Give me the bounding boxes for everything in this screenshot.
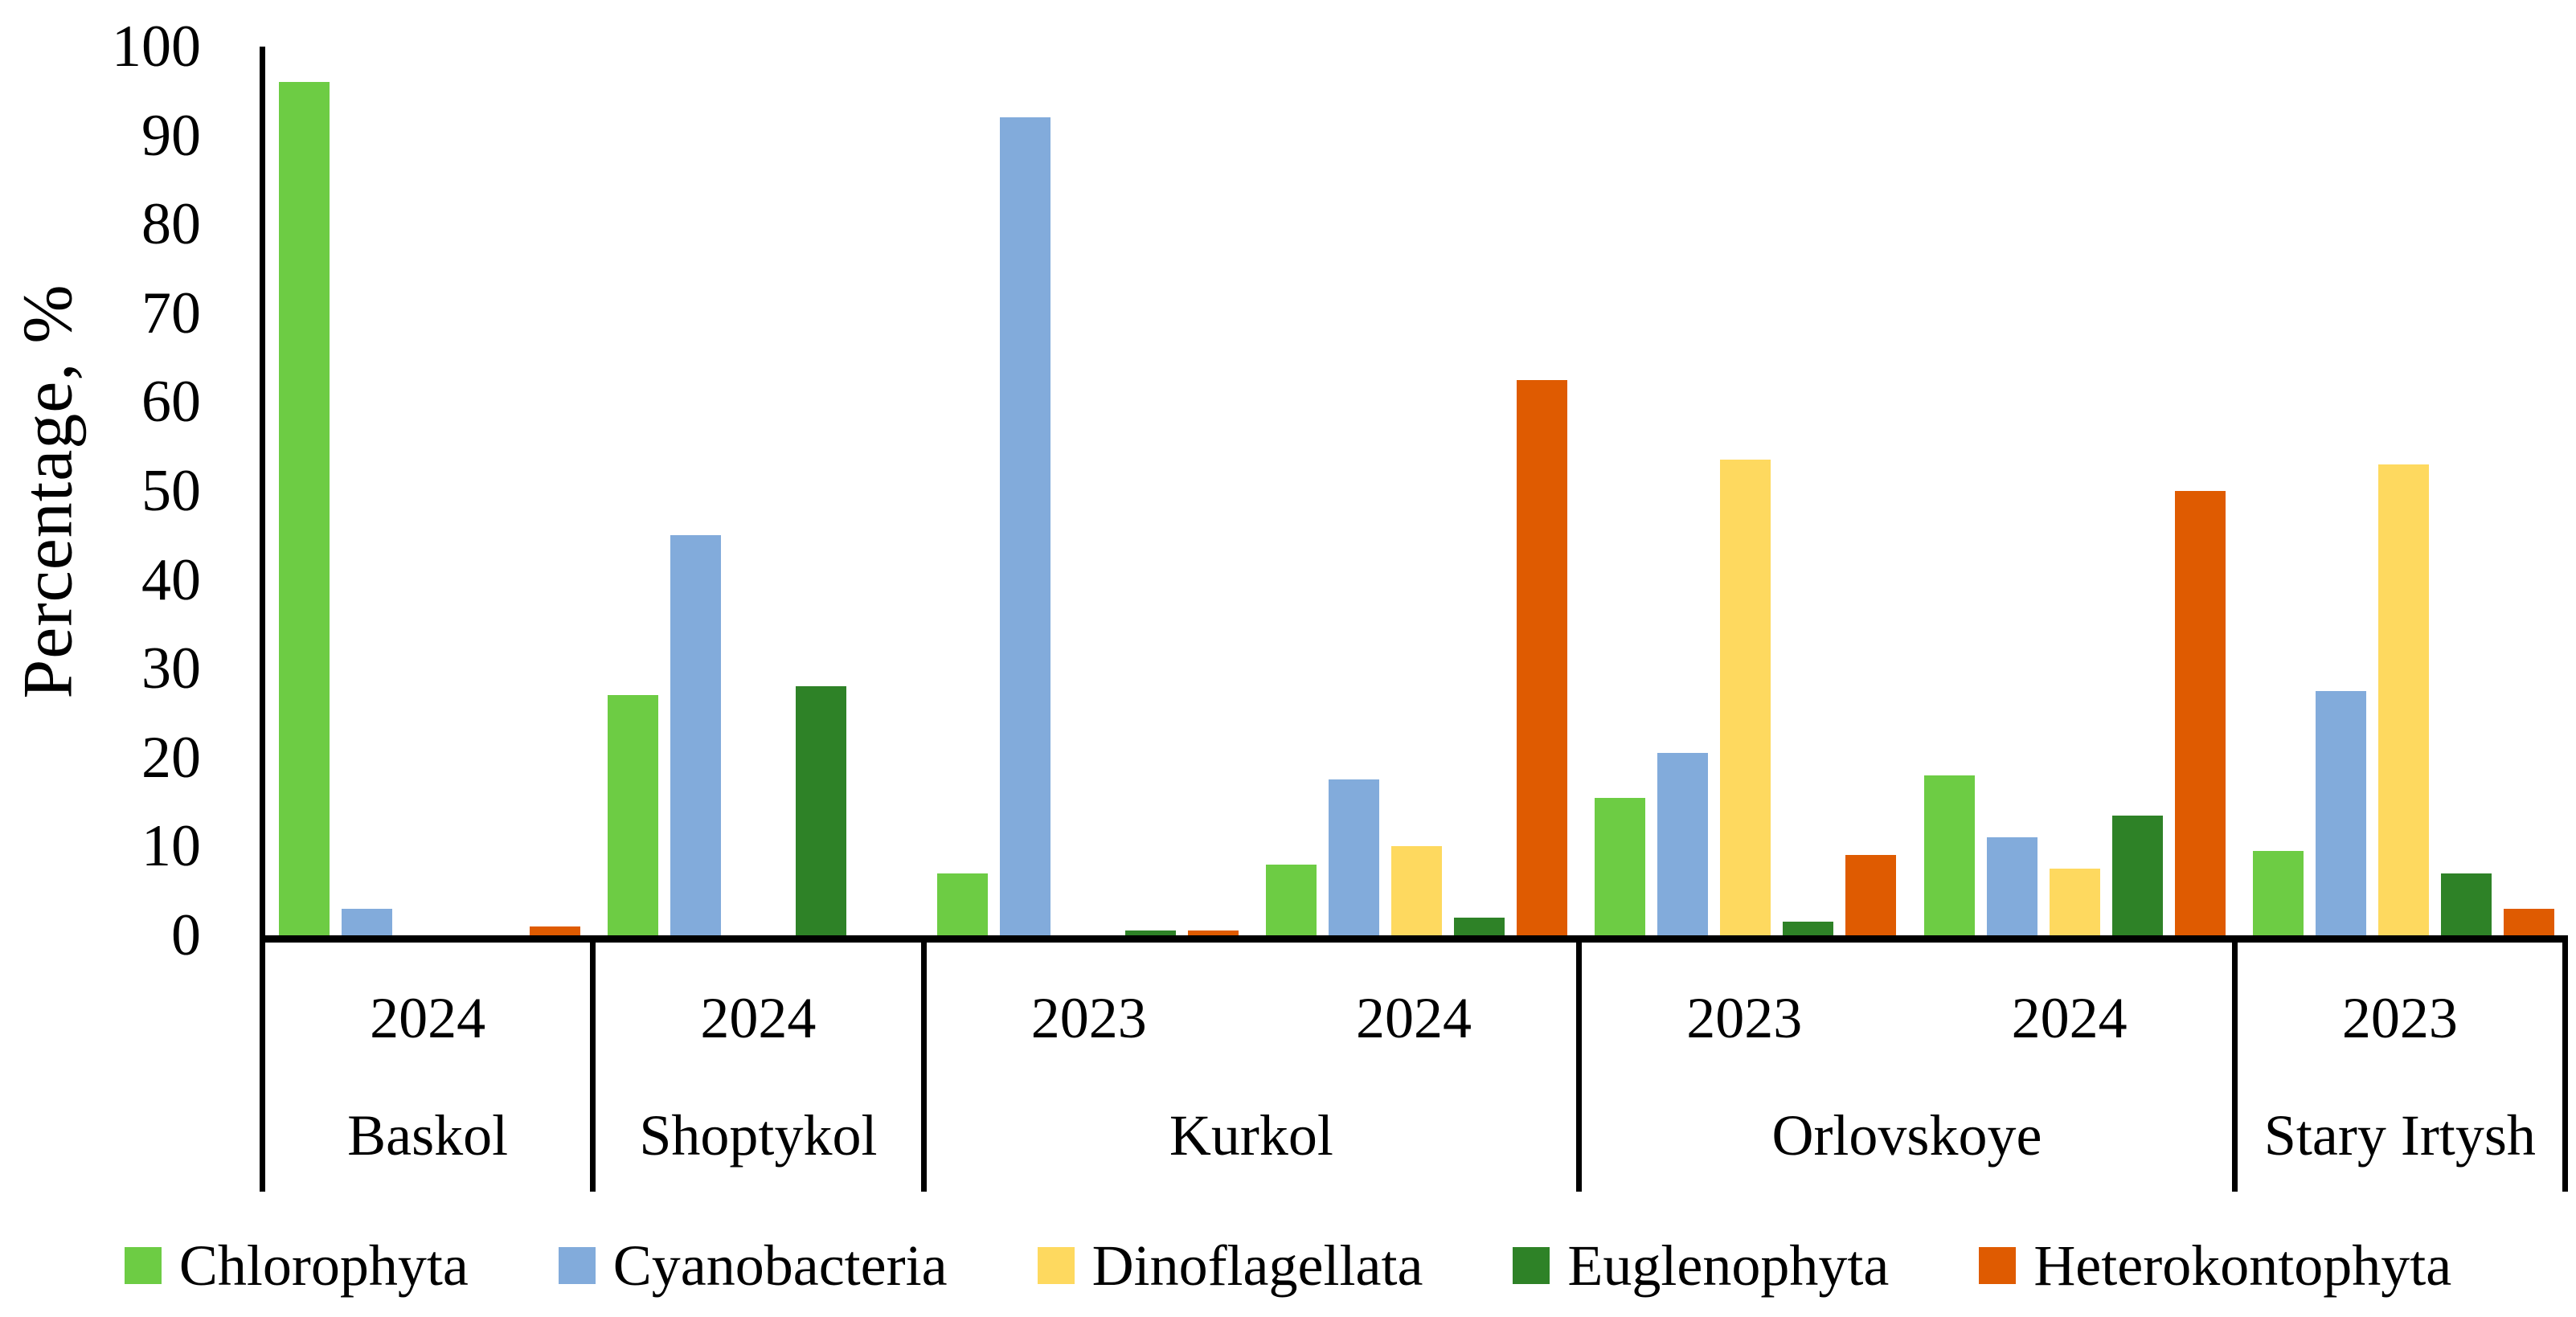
y-axis-title: Percentage, % [0,47,96,935]
section-stary-irtysh: 2023 Stary Irtysh [2231,943,2562,1192]
y-tick-label-10: 10 [141,813,201,880]
y-tick-label-70: 70 [141,280,201,346]
bar-chlorophyta-baskol-2024 [279,82,330,935]
bar-heterokontophyta-orlovskoye-2024 [2174,491,2226,935]
bar-group-stary-irtysh-2023 [2239,47,2568,935]
bar-cyanobacteria-baskol-2024 [342,908,393,935]
legend-item-euglenophyta: Euglenophyta [1513,1233,1889,1299]
bar-group-baskol-2024 [265,47,594,935]
plot-area [260,47,2568,935]
bar-chlorophyta-kurkol-2023 [936,873,988,935]
y-tick-label-20: 20 [141,724,201,791]
legend-label-heterokontophyta: Heterokontophyta [2033,1233,2452,1298]
legend-label-chlorophyta: Chlorophyta [178,1233,469,1298]
bar-chlorophyta-stary-irtysh-2023 [2252,850,2304,935]
bar-chlorophyta-orlovskoye-2023 [1595,797,1646,935]
legend-swatch-euglenophyta [1513,1247,1550,1284]
legend-label-euglenophyta: Euglenophyta [1567,1233,1890,1298]
year-row-kurkol: 2023 2024 [927,943,1577,1079]
section-baskol: 2024 Baskol [265,943,590,1192]
legend-swatch-heterokontophyta [1979,1247,2017,1284]
y-tick-label-100: 100 [112,14,201,80]
bar-euglenophyta-stary-irtysh-2023 [2440,873,2492,935]
legend-item-dinoflagellata: Dinoflagellata [1037,1233,1423,1299]
legend-swatch-dinoflagellata [1037,1247,1075,1284]
y-tick-label-0: 0 [171,902,201,968]
legend-swatch-chlorophyta [124,1247,162,1284]
legend-label-cyanobacteria: Cyanobacteria [612,1233,948,1298]
bar-heterokontophyta-kurkol-2024 [1516,379,1567,935]
lake-label-baskol: Baskol [347,1102,509,1168]
bar-group-kurkol-2023 [924,47,1252,935]
section-shoptykol: 2024 Shoptykol [590,943,920,1192]
lake-label-stary-irtysh: Stary Irtysh [2263,1102,2536,1168]
year-row-orlovskoye: 2023 2024 [1582,943,2232,1079]
bar-chlorophyta-kurkol-2024 [1265,864,1317,935]
legend: Chlorophyta Cyanobacteria Dinoflagellata Eu… [0,1229,2576,1302]
section-orlovskoye: 2023 2024 Orlovskoye [1576,943,2232,1192]
bar-cyanobacteria-orlovskoye-2023 [1657,753,1709,935]
year-label-kurkol-2024: 2024 [1356,985,1472,1050]
legend-item-chlorophyta: Chlorophyta [124,1233,469,1299]
x-axis-line [260,935,2568,943]
bar-group-kurkol-2024 [1252,47,1581,935]
bar-euglenophyta-kurkol-2023 [1124,930,1176,935]
bar-heterokontophyta-orlovskoye-2023 [1845,855,1897,935]
y-tick-label-40: 40 [141,546,201,613]
year-label-orlovskoye-2023: 2023 [1686,985,1803,1050]
year-row-baskol: 2024 [265,943,590,1079]
category-table: 2024 Baskol 2024 Shoptykol 2023 2024 Kurkol 202… [260,943,2568,1192]
bar-group-orlovskoye-2023 [1581,47,1910,935]
bar-chlorophyta-shoptykol-2024 [608,695,659,935]
legend-item-heterokontophyta: Heterokontophyta [1979,1233,2451,1299]
year-label-kurkol-2023: 2023 [1030,985,1147,1050]
y-tick-label-30: 30 [141,636,201,702]
bar-euglenophyta-orlovskoye-2023 [1783,922,1834,935]
year-label-shoptykol-2024: 2024 [700,985,817,1050]
legend-label-dinoflagellata: Dinoflagellata [1091,1233,1423,1298]
bar-dinoflagellata-orlovskoye-2024 [2049,869,2100,935]
year-label-orlovskoye-2024: 2024 [2011,985,2128,1050]
year-label-baskol-2024: 2024 [370,985,486,1050]
bar-heterokontophyta-baskol-2024 [530,926,581,935]
legend-item-cyanobacteria: Cyanobacteria [558,1233,948,1299]
year-label-stary-irtysh-2023: 2023 [2341,985,2458,1050]
year-row-shoptykol: 2024 [596,943,920,1079]
section-kurkol: 2023 2024 Kurkol [920,943,1577,1192]
y-axis-tick-labels: 0 10 20 30 40 50 60 70 80 90 100 [96,17,201,965]
bar-chlorophyta-orlovskoye-2024 [1923,775,1975,935]
bar-group-shoptykol-2024 [594,47,923,935]
bar-cyanobacteria-shoptykol-2024 [670,535,722,935]
bar-dinoflagellata-kurkol-2024 [1390,846,1442,935]
bar-euglenophyta-kurkol-2024 [1453,917,1505,935]
bar-cyanobacteria-orlovskoye-2024 [1986,837,2037,935]
y-tick-label-90: 90 [141,102,201,169]
y-axis-title-text: Percentage, % [9,283,88,699]
y-tick-label-60: 60 [141,369,201,436]
bar-euglenophyta-shoptykol-2024 [796,686,847,935]
bar-cyanobacteria-kurkol-2024 [1328,779,1379,935]
year-row-stary-irtysh: 2023 [2238,943,2562,1079]
bar-group-orlovskoye-2024 [1910,47,2238,935]
bar-cyanobacteria-stary-irtysh-2023 [2315,690,2366,935]
bar-dinoflagellata-stary-irtysh-2023 [2377,464,2429,935]
lake-label-orlovskoye: Orlovskoye [1771,1102,2042,1168]
legend-swatch-cyanobacteria [558,1247,596,1284]
bar-heterokontophyta-stary-irtysh-2023 [2503,908,2554,935]
bar-dinoflagellata-orlovskoye-2023 [1720,460,1771,935]
bar-cyanobacteria-kurkol-2023 [999,117,1050,935]
bar-euglenophyta-orlovskoye-2024 [2111,815,2163,935]
bar-heterokontophyta-kurkol-2023 [1187,930,1239,935]
y-tick-label-80: 80 [141,191,201,258]
y-tick-label-50: 50 [141,458,201,524]
lake-label-shoptykol: Shoptykol [639,1102,878,1168]
lake-label-kurkol: Kurkol [1169,1102,1333,1168]
